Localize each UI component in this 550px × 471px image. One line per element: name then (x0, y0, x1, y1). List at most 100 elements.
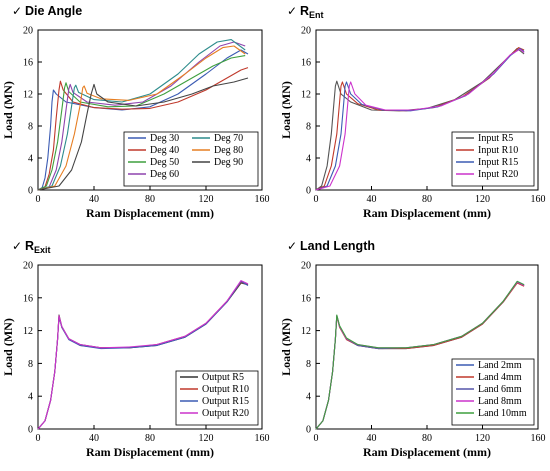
legend-entry: Output R10 (202, 384, 249, 395)
legend-entry: Deg 60 (150, 169, 179, 180)
y-tick-label: 4 (306, 154, 311, 165)
x-tick-label: 160 (255, 433, 270, 444)
y-tick-label: 12 (23, 90, 33, 101)
panel-title-subscript: Exit (34, 245, 51, 255)
legend-entry: Output R20 (202, 408, 249, 419)
x-tick-label: 0 (314, 194, 319, 205)
legend-entry: Deg 50 (150, 157, 179, 168)
y-tick-label: 20 (301, 261, 311, 272)
legend-entry: Land 6mm (478, 384, 522, 395)
legend-entry: Land 2mm (478, 360, 522, 371)
chart-panel-4: ✓ Land Length 0 40 80 120 160 0 4 8 12 16 20 Ram Disp… (279, 239, 546, 459)
y-tick-label: 12 (23, 326, 33, 337)
x-tick-label: 120 (475, 194, 490, 205)
y-tick-label: 0 (306, 425, 311, 436)
series-line-7 (37, 77, 249, 191)
x-tick-label: 80 (422, 433, 432, 444)
y-axis-label: Load (MN) (279, 81, 293, 139)
x-tick-label: 0 (314, 433, 319, 444)
legend-box (175, 370, 259, 426)
y-tick-label: 16 (23, 58, 33, 69)
x-tick-label: 40 (367, 433, 377, 444)
y-tick-label: 0 (306, 186, 311, 197)
panel-title-check-icon: ✓ (12, 4, 22, 18)
panel-title-check-icon: ✓ (12, 239, 22, 253)
series-line-4 (315, 48, 525, 191)
x-tick-label: 0 (36, 433, 41, 444)
y-tick-label: 12 (301, 326, 311, 337)
panel-title-check-icon: ✓ (287, 239, 297, 253)
y-tick-label: 12 (301, 90, 311, 101)
series-line-1 (315, 47, 525, 191)
series-line-5 (37, 39, 246, 191)
series-line-5 (315, 280, 525, 430)
x-tick-label: 0 (36, 194, 41, 205)
legend-entry: Input R15 (478, 157, 518, 168)
x-tick-label: 160 (531, 194, 546, 205)
y-tick-label: 8 (28, 122, 33, 133)
y-tick-label: 8 (306, 359, 311, 370)
y-tick-label: 0 (28, 425, 33, 436)
y-tick-label: 20 (301, 26, 311, 37)
panel-title: RExit (25, 239, 51, 255)
x-tick-label: 80 (145, 194, 155, 205)
legend-entry: Input R10 (478, 145, 518, 156)
x-tick-label: 40 (89, 194, 99, 205)
x-tick-label: 160 (531, 433, 546, 444)
series-line-3 (37, 55, 246, 191)
y-axis-label: Load (MN) (1, 318, 15, 376)
x-tick-label: 120 (199, 194, 214, 205)
y-axis-label: Load (MN) (1, 81, 15, 139)
x-tick-label: 80 (145, 433, 155, 444)
legend-entry: Deg 70 (214, 133, 243, 144)
series-line-1 (37, 49, 249, 191)
x-axis-label: Ram Displacement (mm) (86, 445, 214, 459)
x-tick-label: 80 (422, 194, 432, 205)
legend-entry: Output R15 (202, 396, 249, 407)
chart-panel-2: ✓ REnt 0 40 80 120 160 0 4 8 12 16 20 Ram Displacemen… (279, 4, 546, 220)
legend-entry: Deg 30 (150, 133, 179, 144)
legend-entry: Input R5 (478, 133, 513, 144)
panel-title: Die Angle (25, 4, 82, 18)
series-line-4 (37, 280, 249, 430)
panel-title-check-icon: ✓ (287, 4, 297, 18)
legend-entry: Land 10mm (478, 408, 527, 419)
x-tick-label: 120 (199, 433, 214, 444)
legend-entry: Deg 80 (214, 145, 243, 156)
x-tick-label: 160 (255, 194, 270, 205)
y-tick-label: 8 (306, 122, 311, 133)
legend-box (123, 131, 259, 187)
y-tick-label: 0 (28, 186, 33, 197)
y-tick-label: 20 (23, 261, 33, 272)
x-tick-label: 120 (475, 433, 490, 444)
panel-title-subscript: Ent (309, 10, 324, 20)
legend-entry: Deg 90 (214, 157, 243, 168)
chart-panel-1: ✓ Die Angle 0 40 80 120 160 0 4 8 12 16 20 Ram Displa… (1, 4, 270, 220)
y-tick-label: 4 (28, 154, 33, 165)
legend-box (451, 358, 535, 426)
y-tick-label: 16 (23, 293, 33, 304)
series-line-4 (37, 41, 246, 191)
panel-title: REnt (300, 4, 324, 20)
y-tick-label: 20 (23, 26, 33, 37)
series-line-6 (37, 45, 246, 191)
legend-entry: Land 8mm (478, 396, 522, 407)
panel-title: Land Length (300, 239, 375, 253)
legend-entry: Input R20 (478, 169, 518, 180)
legend-box (451, 131, 535, 187)
x-tick-label: 40 (367, 194, 377, 205)
y-tick-label: 16 (301, 293, 311, 304)
y-tick-label: 16 (301, 58, 311, 69)
x-axis-label: Ram Displacement (mm) (86, 206, 214, 220)
y-tick-label: 4 (28, 392, 33, 403)
y-tick-label: 4 (306, 392, 311, 403)
legend-entry: Land 4mm (478, 372, 522, 383)
legend-entry: Output R5 (202, 372, 244, 383)
x-axis-label: Ram Displacement (mm) (363, 206, 491, 220)
x-axis-label: Ram Displacement (mm) (363, 445, 491, 459)
